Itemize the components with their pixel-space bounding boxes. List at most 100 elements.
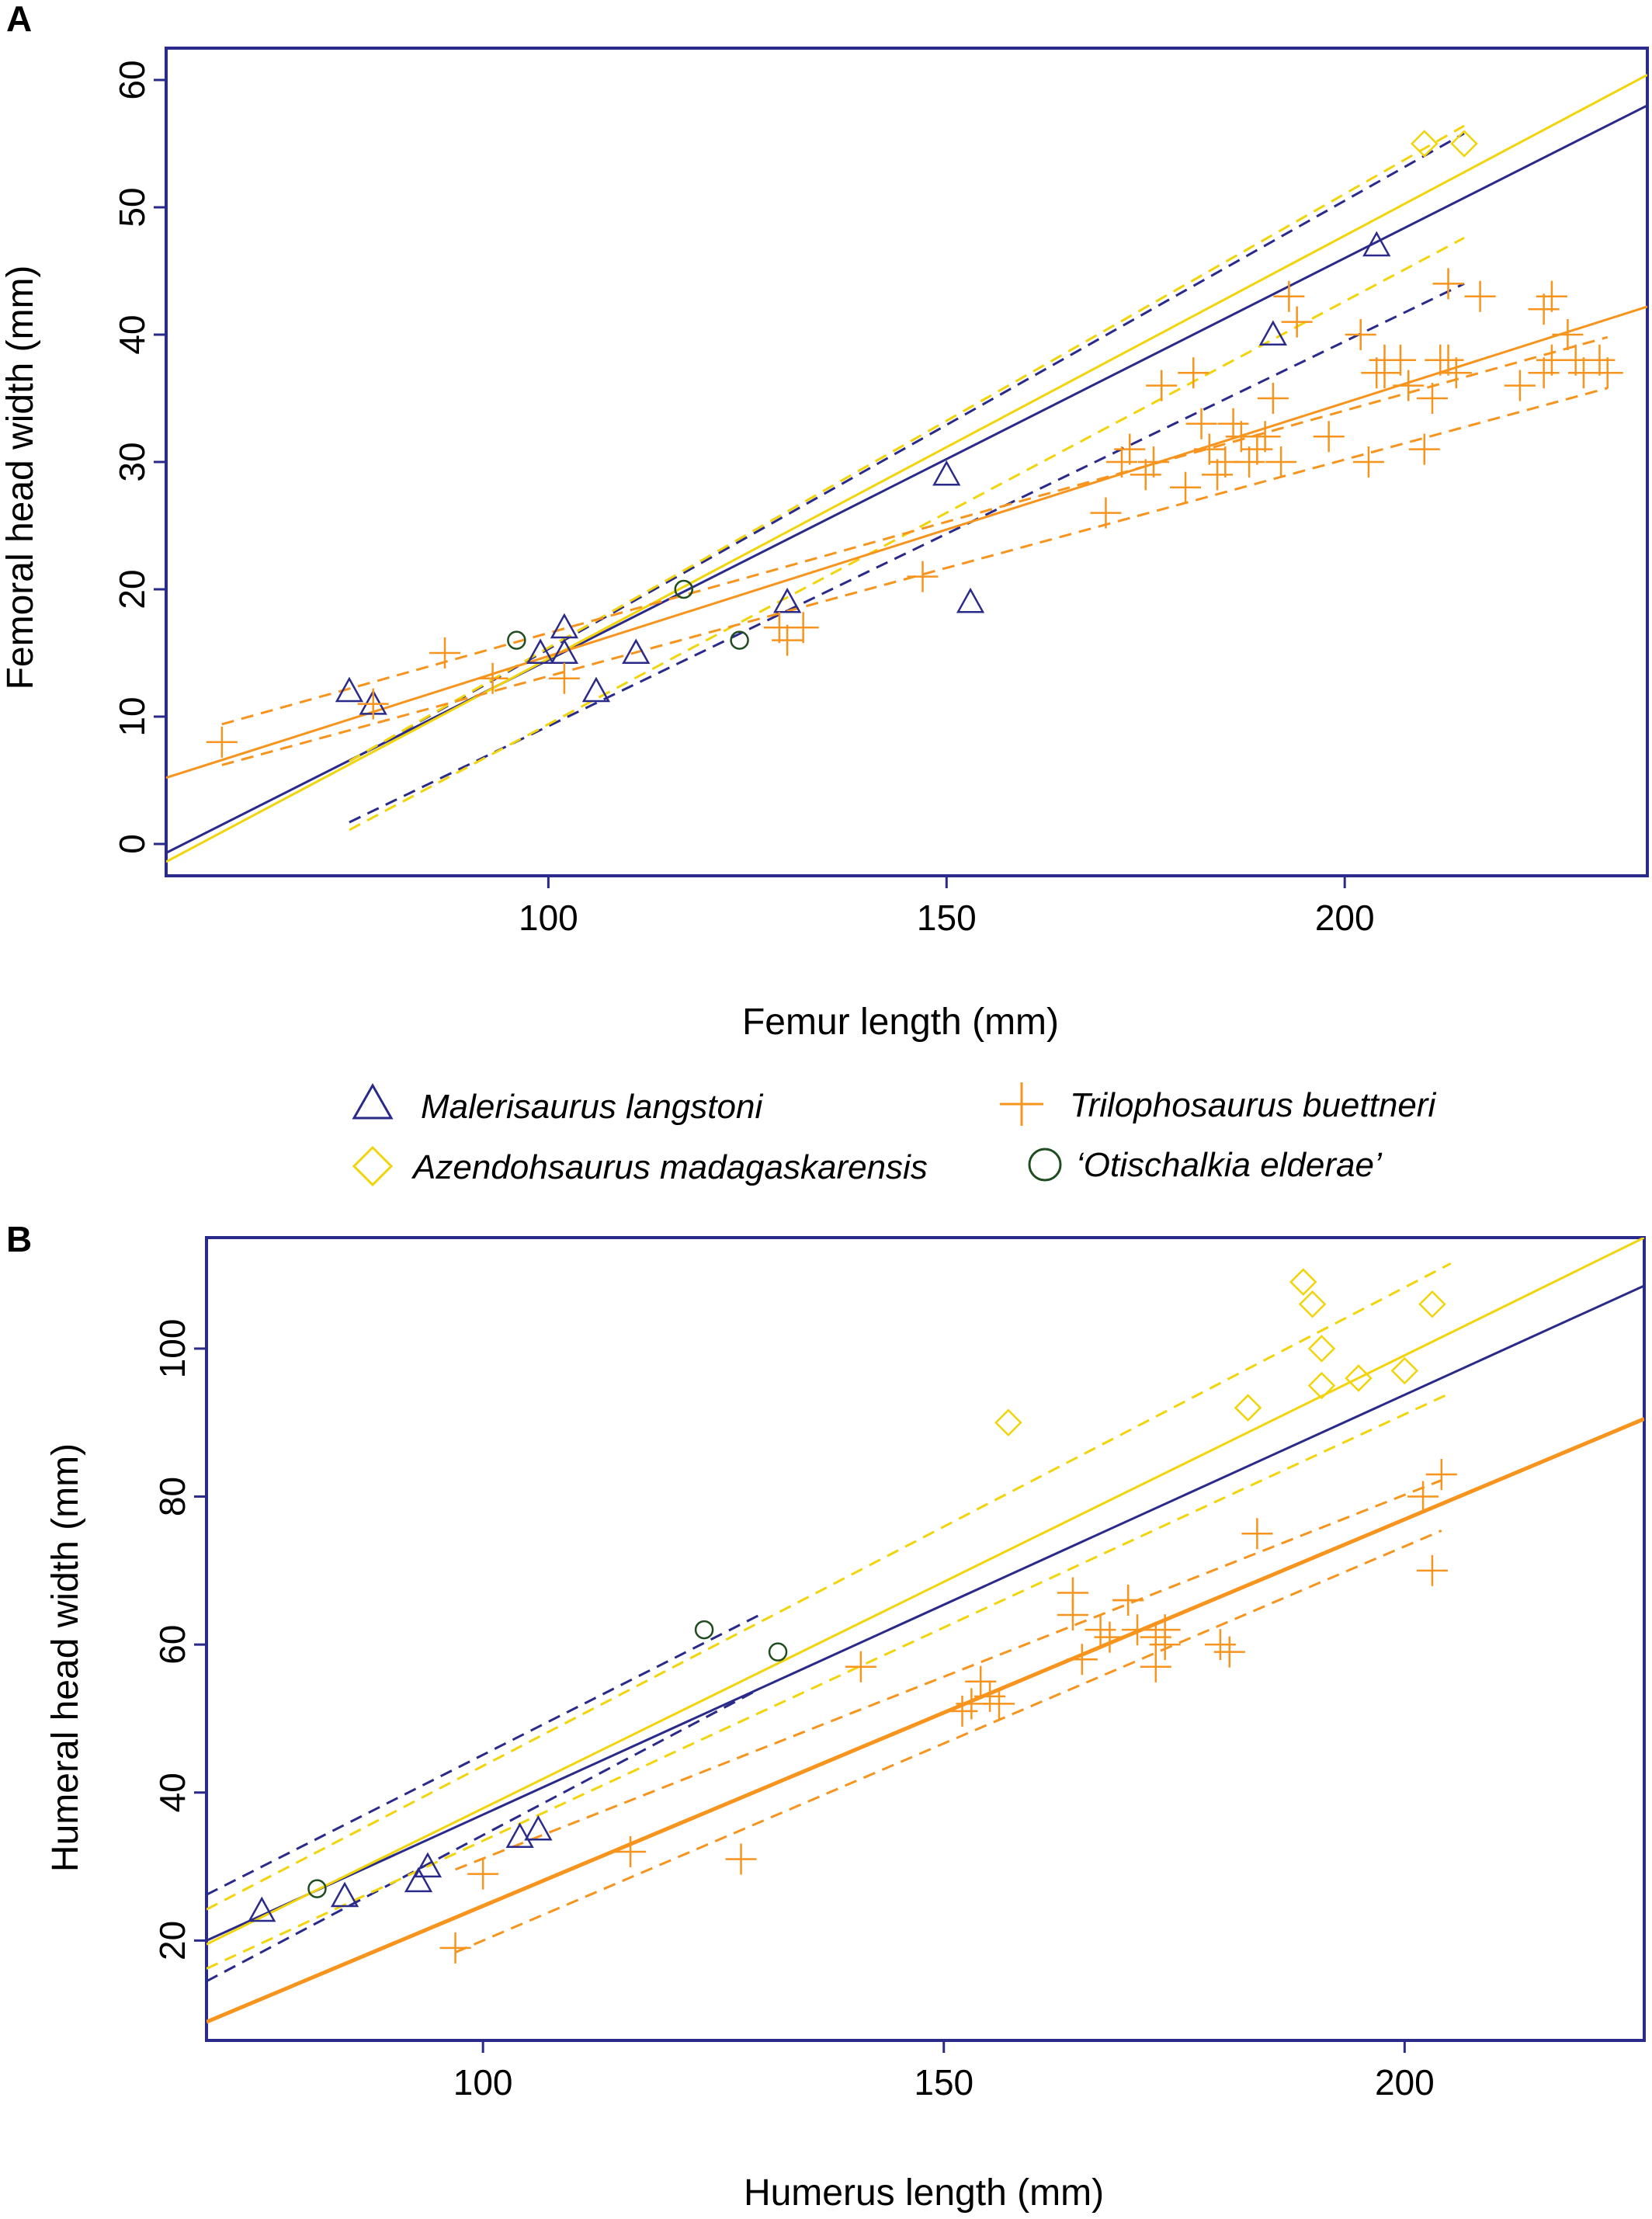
- panel-a-fit-line-malerisaurus: [166, 104, 1647, 854]
- panel-a-point-trilophosaurus: [1528, 293, 1560, 325]
- panel-b-fit-line-trilophosaurus: [206, 1417, 1644, 2024]
- panel-a-point-trilophosaurus: [1146, 370, 1178, 401]
- legend-label-trilophosaurus: Trilophosaurus buettneri: [1070, 1086, 1436, 1124]
- panel-a-point-trilophosaurus: [1265, 446, 1297, 477]
- panel-a-point-trilophosaurus: [1241, 433, 1273, 465]
- panel-a-point-malerisaurus: [773, 587, 802, 613]
- panel-a-point-azendohsaurus: [1450, 130, 1478, 158]
- panel-b-point-azendohsaurus: [1418, 1290, 1446, 1318]
- panel-b-point-trilophosaurus: [1416, 1554, 1448, 1586]
- panel-b-point-trilophosaurus: [965, 1665, 997, 1697]
- triangle-marker-icon: [352, 1082, 394, 1120]
- panel-b-point-trilophosaurus: [1425, 1458, 1457, 1490]
- panel-a-point-trilophosaurus: [1090, 497, 1122, 529]
- panel-a-point-trilophosaurus: [1393, 370, 1425, 401]
- panel-b-y-tick-label: 20: [152, 1921, 193, 1960]
- panel-a-point-trilophosaurus: [1352, 446, 1384, 477]
- panel-a-point-trilophosaurus: [1313, 421, 1345, 453]
- panel-a-series-trilophosaurus: [206, 268, 1623, 758]
- panel-b: B 100 150 200 20 40 60 80 100 Humerus length (m…: [6, 1219, 1646, 2214]
- legend-item-azendohsaurus: Azendohsaurus madagaskarensis: [352, 1145, 928, 1187]
- panel-a-point-trilophosaurus: [1417, 383, 1449, 414]
- panel-a-point-trilophosaurus: [1257, 383, 1289, 414]
- panel-b-point-trilophosaurus: [1112, 1584, 1144, 1616]
- panel-b-point-azendohsaurus: [1298, 1290, 1327, 1318]
- panel-b-regression-lines: [206, 1238, 1644, 2024]
- panel-a-series-otischalkia: [507, 579, 749, 650]
- panel-a-point-trilophosaurus: [477, 662, 508, 694]
- panel-a-point-trilophosaurus: [1193, 433, 1225, 465]
- panel-b-point-azendohsaurus: [1289, 1268, 1317, 1296]
- panel-b-point-trilophosaurus: [946, 1695, 978, 1727]
- panel-b-series-otischalkia: [307, 1620, 788, 1898]
- panel-b-plot-area: 100 150 200 20 40 60 80 100: [152, 1236, 1646, 2103]
- panel-a-point-trilophosaurus: [206, 726, 238, 758]
- panel-b-point-trilophosaurus: [439, 1932, 471, 1964]
- panel-a-point-otischalkia: [674, 579, 694, 599]
- panel-a-point-otischalkia: [507, 630, 526, 650]
- panel-b-point-trilophosaurus: [467, 1858, 499, 1890]
- panel-a-point-trilophosaurus: [1408, 433, 1440, 465]
- panel-b-point-trilophosaurus: [615, 1835, 647, 1867]
- panel-a-point-malerisaurus: [550, 613, 579, 639]
- legend-item-otischalkia: ‘Otischalkia elderae’: [1028, 1146, 1383, 1184]
- legend-label-otischalkia: ‘Otischalkia elderae’: [1076, 1146, 1383, 1184]
- panel-a-series-malerisaurus: [335, 231, 1391, 715]
- panel-a-y-tick-label: 60: [112, 60, 152, 99]
- panel-a-x-axis-label: Femur length (mm): [742, 1002, 1059, 1043]
- panel-b-point-malerisaurus: [505, 1822, 534, 1848]
- panel-b-point-trilophosaurus: [1094, 1621, 1126, 1653]
- panel-a-point-trilophosaurus: [1591, 357, 1623, 389]
- panel-a-plot-area: 100 150 200 0 10 20 30 40 50 60: [112, 47, 1649, 938]
- panel-a-point-trilophosaurus: [1432, 344, 1464, 376]
- panel-b-series-azendohsaurus: [994, 1268, 1446, 1437]
- panel-a-point-trilophosaurus: [1138, 446, 1169, 477]
- panel-b-point-azendohsaurus: [1307, 1371, 1336, 1400]
- panel-a-y-tick-label: 30: [112, 442, 152, 481]
- panel-a-point-malerisaurus: [956, 587, 985, 613]
- panel-a-point-trilophosaurus: [772, 624, 803, 656]
- panel-b-ci-upper-trilophosaurus: [454, 1479, 1442, 1871]
- panel-a-y-tick-label: 40: [112, 314, 152, 354]
- panel-a-point-malerisaurus: [526, 638, 555, 665]
- panel-a-point-trilophosaurus: [1440, 357, 1472, 389]
- panel-b-point-malerisaurus: [248, 1896, 276, 1922]
- legend: Malerisaurus langstoni Trilophosaurus bu…: [352, 1082, 1436, 1187]
- panel-a-point-trilophosaurus: [1178, 357, 1210, 389]
- panel-a-y-tick-label: 10: [112, 696, 152, 736]
- panel-b-point-malerisaurus: [524, 1814, 553, 1841]
- panel-a-x-tick-label: 100: [519, 898, 578, 938]
- panel-b-series-trilophosaurus: [439, 1458, 1457, 1964]
- panel-b-fit-line-malerisaurus: [206, 1284, 1644, 1942]
- panel-b-point-trilophosaurus: [1213, 1636, 1245, 1668]
- panel-b-point-azendohsaurus: [1307, 1335, 1336, 1363]
- panel-b-point-malerisaurus: [330, 1881, 359, 1908]
- panel-b-point-azendohsaurus: [1234, 1394, 1262, 1422]
- panel-a-point-trilophosaurus: [1536, 280, 1567, 312]
- panel-b-point-trilophosaurus: [1407, 1481, 1439, 1512]
- panel-b-point-malerisaurus: [413, 1852, 442, 1878]
- panel-b-fit-line-azendohsaurus: [206, 1238, 1644, 1946]
- panel-a-point-malerisaurus: [581, 676, 611, 703]
- panel-a-point-malerisaurus: [1362, 231, 1391, 257]
- panel-a-ci-upper-trilophosaurus: [221, 335, 1609, 726]
- panel-b-x-tick-label: 100: [453, 2062, 513, 2103]
- panel-b-point-malerisaurus: [404, 1867, 433, 1893]
- panel-a: A 100 150 200 0 10 20 30 40 50 60 Femur length (m…: [0, 0, 1649, 1043]
- panel-a-y-tick-label: 0: [112, 834, 152, 854]
- panel-a-fit-line-trilophosaurus: [166, 305, 1647, 780]
- panel-b-point-otischalkia: [694, 1620, 714, 1640]
- legend-label-malerisaurus: Malerisaurus langstoni: [421, 1088, 763, 1126]
- circle-marker-icon: [1028, 1148, 1062, 1182]
- panel-b-x-axis-label: Humerus length (mm): [744, 2172, 1104, 2214]
- panel-a-y-axis-label: Femoral head width (mm): [0, 266, 41, 690]
- panel-a-point-trilophosaurus: [548, 662, 580, 694]
- legend-label-azendohsaurus: Azendohsaurus madagaskarensis: [411, 1148, 928, 1186]
- panel-b-x-tick-label: 200: [1375, 2062, 1435, 2103]
- panel-a-point-malerisaurus: [932, 460, 961, 486]
- panel-b-point-otischalkia: [768, 1642, 788, 1662]
- panel-a-point-trilophosaurus: [429, 637, 461, 668]
- panel-b-label: B: [6, 1219, 32, 1259]
- panel-a-point-trilophosaurus: [1464, 280, 1496, 312]
